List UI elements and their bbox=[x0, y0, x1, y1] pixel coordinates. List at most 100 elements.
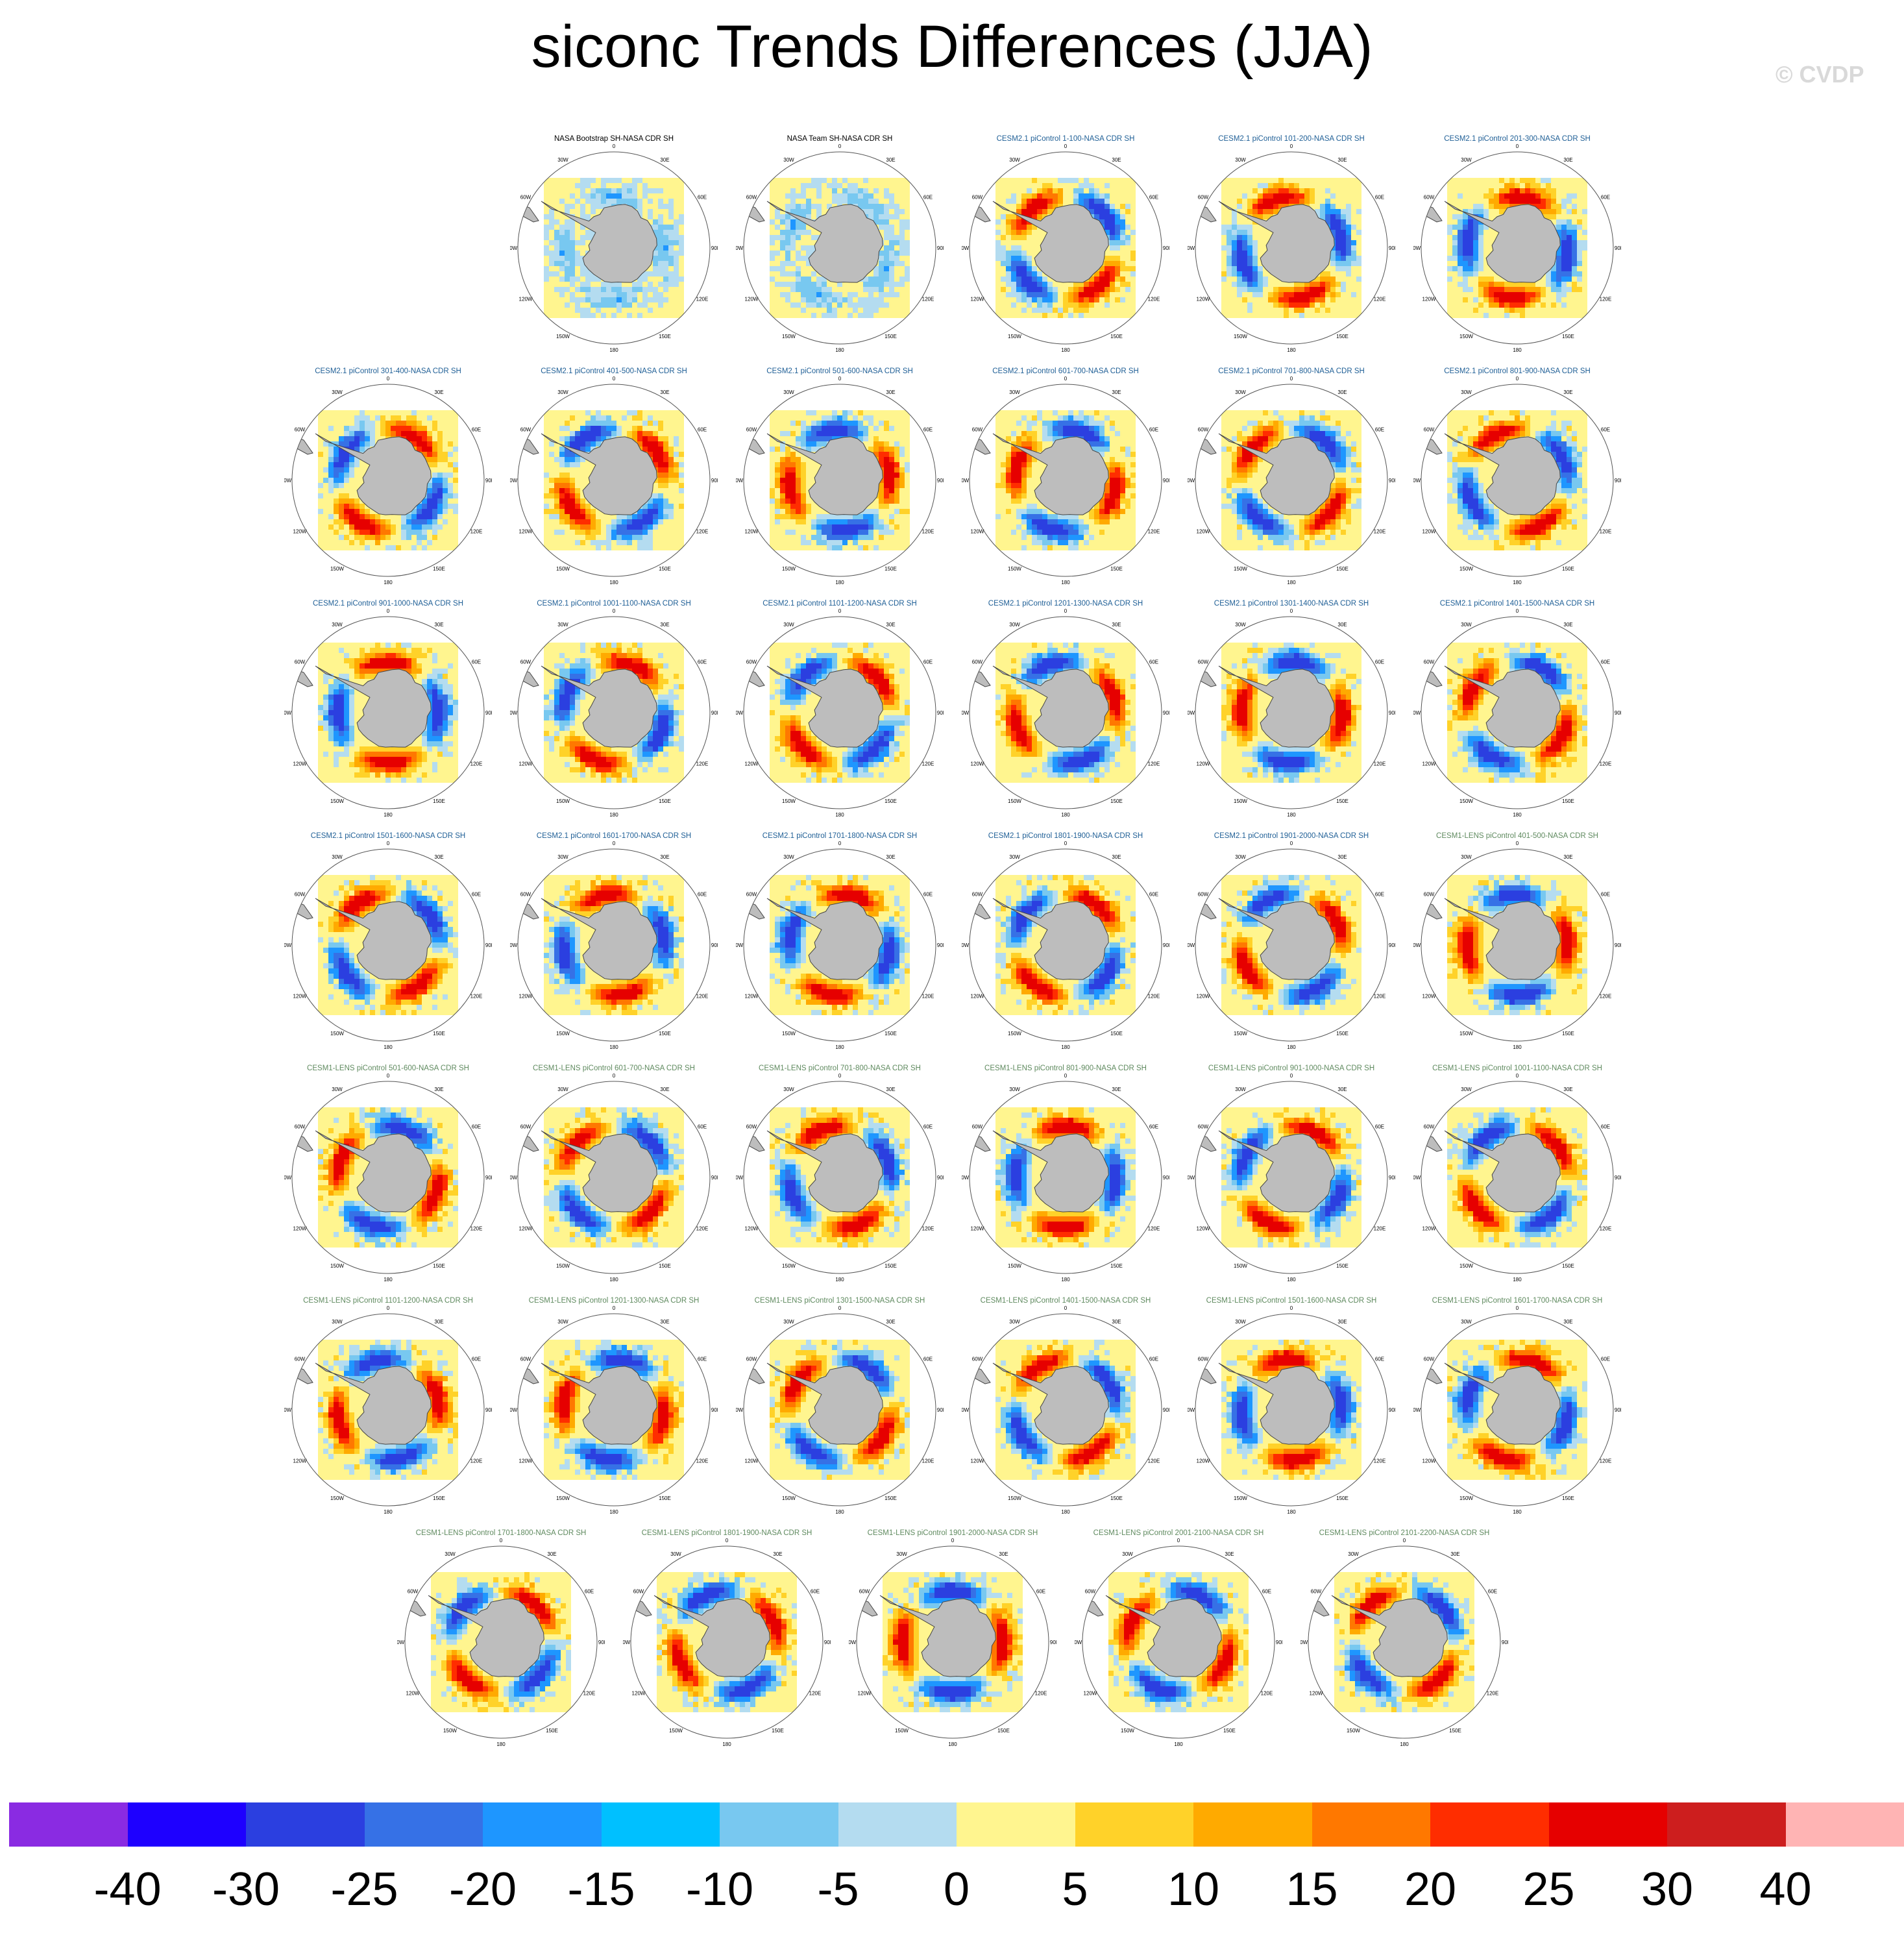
south-america-land bbox=[518, 434, 539, 455]
south-polar-map: 0 30E 60E 90E 120E 150E 180 150W 120W 90W 60W 30W bbox=[736, 609, 944, 817]
longitude-label: 90W bbox=[1300, 1640, 1308, 1645]
longitude-label: 60E bbox=[585, 1589, 594, 1595]
longitude-label: 60E bbox=[1488, 1589, 1497, 1595]
longitude-label: 120E bbox=[1148, 1226, 1160, 1232]
longitude-label: 150E bbox=[1562, 566, 1574, 572]
longitude-label: 60E bbox=[1601, 659, 1610, 665]
longitude-label: 150E bbox=[1336, 334, 1349, 339]
longitude-label: 30E bbox=[886, 1319, 895, 1325]
longitude-label: 90E bbox=[1615, 710, 1621, 716]
panel-title: CESM2.1 piControl 901-1000-NASA CDR SH bbox=[312, 600, 464, 608]
longitude-label: 30E bbox=[1112, 389, 1121, 395]
longitude-label: 150E bbox=[885, 334, 897, 339]
map-panel: CESM1-LENS piControl 401-500-NASA CDR SH… bbox=[1413, 831, 1621, 1051]
longitude-label: 150W bbox=[1459, 1495, 1473, 1501]
longitude-label: 120W bbox=[1422, 1458, 1436, 1464]
longitude-label: 150E bbox=[659, 334, 671, 339]
south-polar-map: 0 30E 60E 90E 120E 150E 180 150W 120W 90W 60W 30W bbox=[1188, 609, 1395, 817]
map-boundary bbox=[517, 1313, 711, 1506]
longitude-label: 60W bbox=[1198, 427, 1209, 433]
panel-title: CESM2.1 piControl 501-600-NASA CDR SH bbox=[766, 367, 913, 375]
longitude-label: 0 bbox=[838, 376, 842, 382]
longitude-label: 120E bbox=[470, 1226, 483, 1232]
longitude-label: 90W bbox=[397, 1640, 405, 1645]
longitude-label: 180 bbox=[1513, 812, 1522, 817]
longitude-label: 150W bbox=[782, 1031, 796, 1037]
map-panel: CESM2.1 piControl 701-800-NASA CDR SH 0 30… bbox=[1188, 366, 1395, 587]
south-america-land bbox=[1195, 1364, 1217, 1384]
south-america-land bbox=[970, 202, 991, 223]
longitude-label: 150E bbox=[1562, 334, 1574, 339]
longitude-label: 150W bbox=[330, 566, 344, 572]
longitude-label: 90W bbox=[736, 1407, 744, 1413]
south-america-land bbox=[744, 202, 765, 223]
panel-title: CESM1-LENS piControl 801-900-NASA CDR SH bbox=[984, 1064, 1147, 1072]
longitude-label: 0 bbox=[613, 841, 616, 846]
map-panel: CESM2.1 piControl 1901-2000-NASA CDR SH 0… bbox=[1188, 831, 1395, 1051]
colorbar-swatch bbox=[127, 1802, 246, 1847]
longitude-label: 120W bbox=[293, 761, 307, 767]
south-america-land bbox=[857, 1596, 878, 1617]
map-boundary bbox=[1195, 848, 1388, 1042]
longitude-label: 60W bbox=[1311, 1589, 1322, 1595]
longitude-label: 90E bbox=[1163, 710, 1169, 716]
longitude-label: 180 bbox=[835, 812, 844, 817]
longitude-label: 150E bbox=[1562, 1031, 1574, 1037]
longitude-label: 30E bbox=[660, 1087, 669, 1092]
map-panel: CESM1-LENS piControl 1701-1800-NASA CDR … bbox=[397, 1528, 605, 1749]
longitude-label: 30E bbox=[660, 389, 669, 395]
longitude-label: 30E bbox=[1563, 854, 1572, 860]
south-polar-map: 0 30E 60E 90E 120E 150E 180 150W 120W 90W 60W 30W bbox=[1413, 841, 1621, 1049]
longitude-label: 120E bbox=[1374, 529, 1386, 535]
longitude-label: 120E bbox=[470, 529, 483, 535]
longitude-label: 120W bbox=[971, 297, 984, 302]
longitude-label: 60E bbox=[1601, 892, 1610, 898]
longitude-label: 120E bbox=[1148, 297, 1160, 302]
south-polar-map: 0 30E 60E 90E 120E 150E 180 150W 120W 90W 60W 30W bbox=[510, 609, 718, 817]
longitude-label: 120W bbox=[745, 994, 759, 1000]
longitude-label: 60W bbox=[746, 427, 757, 433]
longitude-label: 120W bbox=[745, 529, 759, 535]
longitude-label: 60E bbox=[698, 1357, 707, 1362]
longitude-label: 120E bbox=[809, 1691, 822, 1697]
longitude-label: 180 bbox=[1061, 1044, 1070, 1049]
longitude-label: 150E bbox=[433, 1031, 445, 1037]
antarctica-land bbox=[766, 665, 883, 748]
south-america-land bbox=[1195, 1131, 1217, 1152]
longitude-label: 180 bbox=[1061, 1277, 1070, 1281]
map-boundary bbox=[291, 1313, 485, 1506]
longitude-label: 30W bbox=[1461, 854, 1472, 860]
longitude-label: 150E bbox=[433, 1263, 445, 1269]
longitude-label: 150W bbox=[782, 566, 796, 572]
longitude-label: 90E bbox=[1163, 1175, 1169, 1181]
longitude-label: 0 bbox=[1064, 144, 1068, 149]
longitude-label: 180 bbox=[384, 1509, 393, 1514]
south-america-land bbox=[1195, 434, 1217, 455]
map-panel: CESM2.1 piControl 1201-1300-NASA CDR SH 0… bbox=[962, 598, 1169, 819]
longitude-label: 90W bbox=[510, 245, 518, 251]
map-boundary bbox=[1421, 384, 1614, 577]
south-america-land bbox=[744, 434, 765, 455]
longitude-label: 90W bbox=[1188, 710, 1195, 716]
longitude-label: 60W bbox=[1424, 427, 1435, 433]
longitude-label: 60W bbox=[972, 659, 983, 665]
panel-title: CESM1-LENS piControl 601-700-NASA CDR SH bbox=[533, 1064, 695, 1072]
longitude-label: 90E bbox=[485, 710, 492, 716]
longitude-label: 30W bbox=[332, 389, 343, 395]
longitude-label: 90E bbox=[1615, 1407, 1621, 1413]
panel-title: CESM1-LENS piControl 901-1000-NASA CDR S… bbox=[1208, 1064, 1375, 1072]
colorbar-swatch bbox=[364, 1802, 483, 1847]
longitude-label: 120W bbox=[1310, 1691, 1323, 1697]
longitude-label: 30W bbox=[1461, 1319, 1472, 1325]
longitude-label: 150W bbox=[1121, 1728, 1134, 1734]
longitude-label: 60W bbox=[520, 1357, 531, 1362]
longitude-label: 60W bbox=[520, 892, 531, 898]
south-america-land bbox=[1195, 899, 1217, 920]
longitude-label: 60W bbox=[972, 1124, 983, 1130]
longitude-label: 0 bbox=[613, 1306, 616, 1311]
map-panel: CESM2.1 piControl 1801-1900-NASA CDR SH 0… bbox=[962, 831, 1169, 1051]
longitude-label: 0 bbox=[1064, 1306, 1068, 1311]
longitude-label: 120E bbox=[1374, 1458, 1386, 1464]
longitude-label: 30W bbox=[783, 854, 794, 860]
longitude-label: 30W bbox=[1235, 1319, 1246, 1325]
